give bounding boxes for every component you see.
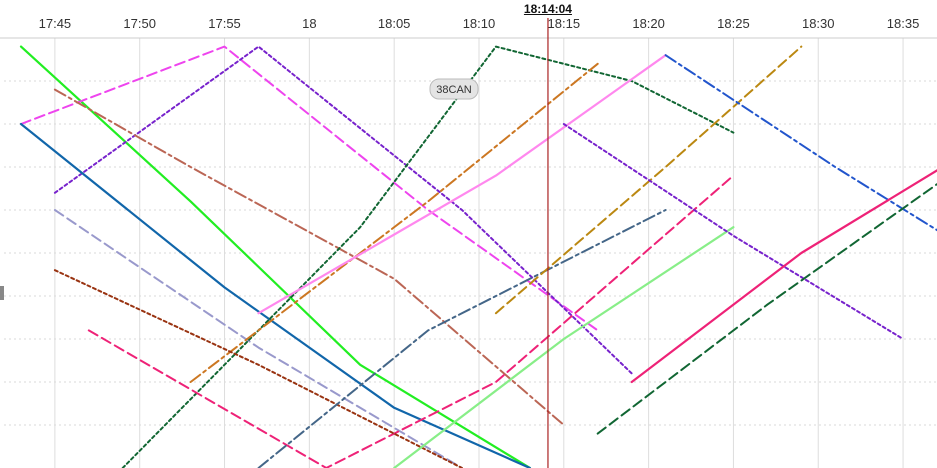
trip-line	[53, 45, 633, 375]
trip-line	[393, 226, 735, 468]
x-tick-label: 17:50	[123, 16, 156, 31]
x-tick-label: 18:10	[462, 16, 496, 31]
trip-line	[53, 209, 463, 468]
x-tick-label: 18:30	[801, 16, 835, 31]
vehicle-tooltip-label: 38CAN	[436, 84, 472, 96]
trip-line	[494, 45, 803, 315]
trip-line	[596, 183, 937, 435]
vehicle-tooltip	[429, 78, 479, 100]
x-tick-label: 18	[302, 16, 317, 31]
current-time-label: 18:14:04	[523, 2, 572, 16]
trip-line	[20, 45, 599, 332]
trip-line	[630, 169, 937, 384]
trip-line	[53, 88, 565, 426]
time-axis-header: 17:45 17:50 17:55 18 18:05 18:10 18:15 18:20 18:…	[0, 0, 937, 38]
trip-line	[121, 45, 735, 468]
x-tick-label: 18:05	[377, 16, 411, 31]
trip-line	[53, 269, 463, 468]
trip-line	[19, 45, 531, 468]
left-scroll-handle[interactable]	[0, 286, 4, 300]
x-tick-label: 18:35	[886, 16, 920, 31]
x-tick-label: 18:20	[632, 16, 665, 31]
x-tick-label: 17:45	[38, 16, 72, 31]
trip-line	[257, 209, 667, 468]
x-tick-label: 18:25	[717, 16, 750, 31]
trip-line	[257, 54, 667, 315]
trip-line	[664, 54, 937, 232]
trip-line	[87, 174, 735, 468]
trip-line	[562, 123, 905, 340]
trip-line	[189, 62, 599, 383]
x-tick-label: 18:15	[547, 16, 581, 31]
trip-line	[19, 122, 531, 468]
x-tick-label: 17:55	[208, 16, 241, 31]
